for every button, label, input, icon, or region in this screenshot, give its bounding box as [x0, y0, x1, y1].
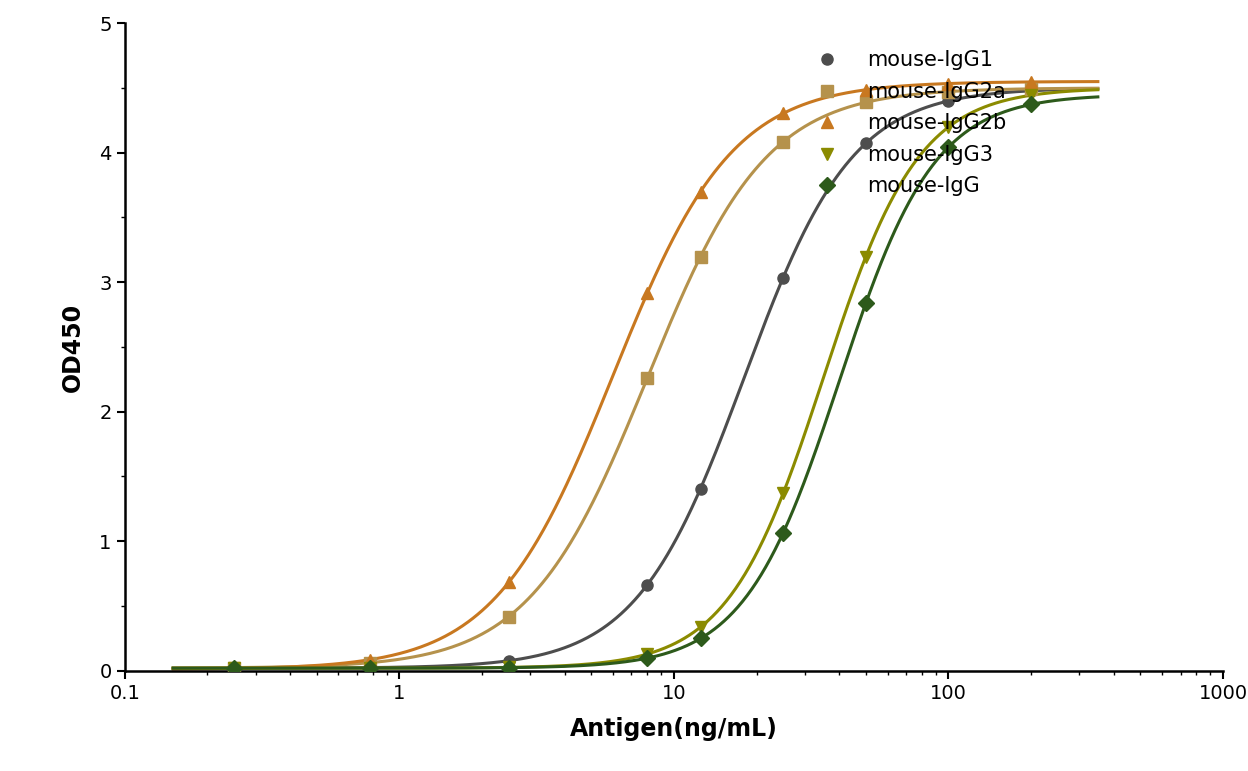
mouse-IgG2b: [941, 79, 956, 88]
mouse-IgG1: [1023, 86, 1038, 96]
mouse-IgG1: [362, 663, 377, 672]
mouse-IgG: [776, 528, 791, 537]
mouse-IgG2b: [1023, 77, 1038, 86]
Line: mouse-IgG2a: mouse-IgG2a: [228, 83, 1037, 673]
mouse-IgG: [941, 143, 956, 152]
mouse-IgG2b: [227, 664, 242, 673]
mouse-IgG2a: [640, 373, 655, 382]
X-axis label: Antigen(ng/mL): Antigen(ng/mL): [570, 717, 778, 741]
mouse-IgG3: [1023, 91, 1038, 100]
mouse-IgG2b: [776, 109, 791, 118]
mouse-IgG3: [227, 664, 242, 673]
mouse-IgG2a: [693, 252, 708, 261]
mouse-IgG2a: [502, 612, 517, 621]
mouse-IgG1: [227, 664, 242, 673]
mouse-IgG2a: [941, 87, 956, 96]
mouse-IgG: [859, 298, 874, 308]
Line: mouse-IgG1: mouse-IgG1: [228, 86, 1037, 674]
mouse-IgG: [640, 654, 655, 663]
Legend: mouse-IgG1, mouse-IgG2a, mouse-IgG2b, mouse-IgG3, mouse-IgG: mouse-IgG1, mouse-IgG2a, mouse-IgG2b, mo…: [794, 40, 1017, 207]
mouse-IgG3: [941, 123, 956, 132]
mouse-IgG1: [640, 580, 655, 589]
mouse-IgG3: [502, 663, 517, 672]
mouse-IgG3: [693, 622, 708, 631]
mouse-IgG2b: [640, 288, 655, 298]
mouse-IgG: [227, 664, 242, 673]
mouse-IgG2a: [1023, 84, 1038, 93]
mouse-IgG1: [776, 273, 791, 282]
mouse-IgG2a: [776, 137, 791, 146]
mouse-IgG1: [859, 139, 874, 148]
mouse-IgG3: [776, 489, 791, 498]
mouse-IgG3: [362, 664, 377, 673]
mouse-IgG1: [941, 96, 956, 106]
mouse-IgG3: [859, 252, 874, 261]
mouse-IgG2b: [859, 85, 874, 94]
mouse-IgG: [362, 664, 377, 673]
mouse-IgG2b: [502, 577, 517, 587]
mouse-IgG2a: [362, 658, 377, 668]
Line: mouse-IgG2b: mouse-IgG2b: [228, 76, 1037, 674]
Line: mouse-IgG: mouse-IgG: [228, 99, 1037, 674]
mouse-IgG2a: [227, 663, 242, 672]
mouse-IgG: [693, 634, 708, 643]
mouse-IgG1: [693, 484, 708, 493]
mouse-IgG2a: [859, 98, 874, 107]
mouse-IgG2b: [693, 187, 708, 196]
mouse-IgG: [502, 663, 517, 672]
Y-axis label: OD450: OD450: [61, 302, 85, 392]
mouse-IgG2b: [362, 655, 377, 665]
mouse-IgG: [1023, 99, 1038, 109]
Line: mouse-IgG3: mouse-IgG3: [228, 89, 1037, 674]
mouse-IgG3: [640, 649, 655, 658]
mouse-IgG1: [502, 656, 517, 665]
